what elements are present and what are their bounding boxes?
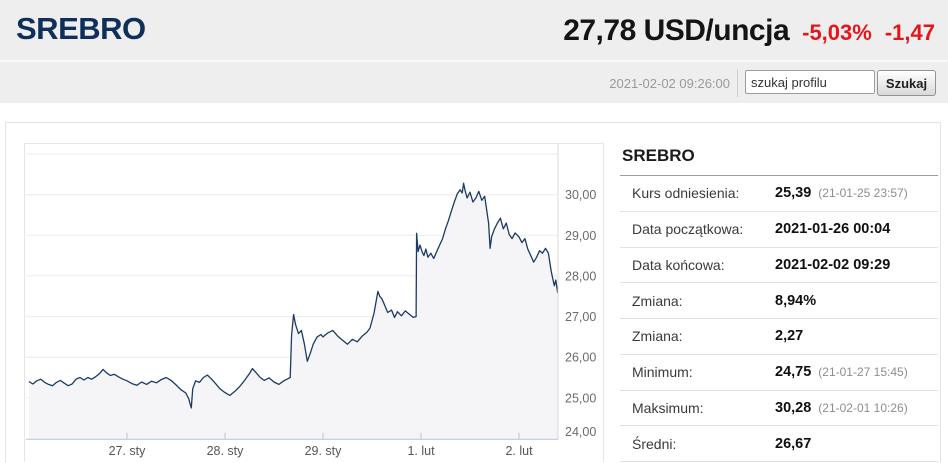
stat-label: Zmiana:: [632, 328, 683, 345]
stat-timestamp: (21-02-01 10:26): [818, 400, 908, 415]
page-header: SREBRO 27,78 USD/uncja -5,03% -1,47 2021…: [0, 0, 948, 103]
search-input[interactable]: [745, 70, 875, 94]
stat-value: 2021-01-26 00:04: [775, 221, 891, 238]
search-button[interactable]: Szukaj: [877, 70, 936, 96]
panel-title: SREBRO: [622, 146, 695, 165]
stat-label: Zmiana:: [632, 292, 683, 309]
x-axis-label: 29. sty: [304, 444, 342, 458]
instrument-stats-panel: SREBRO Kurs odniesienia: 25,39 (21-01-25…: [620, 143, 938, 462]
stat-timestamp: (21-01-25 23:57): [818, 186, 908, 201]
y-axis-label: 26,00: [565, 351, 596, 365]
instrument-title: SREBRO: [16, 11, 146, 46]
table-row: Kurs odniesienia: 25,39 (21-01-25 23:57): [620, 176, 938, 212]
table-row: Data końcowa: 2021-02-02 09:29: [620, 248, 938, 284]
y-axis-label: 27,00: [565, 310, 596, 324]
y-axis-label: 29,00: [565, 229, 596, 243]
stat-label: Data końcowa:: [632, 256, 725, 273]
stat-value: 2021-02-02 09:29: [775, 256, 891, 273]
table-row: Maksimum: 30,28 (21-02-01 10:26): [620, 391, 938, 427]
x-axis-label: 27. sty: [108, 444, 146, 458]
y-axis-label: 24,00: [565, 425, 596, 439]
y-axis-label: 30,00: [565, 188, 596, 202]
quote-block: 27,78 USD/uncja -5,03% -1,47: [563, 14, 935, 48]
table-row: Zmiana: 8,94%: [620, 283, 938, 319]
change-percent: -5,03%: [802, 20, 872, 45]
price-area-fill: [29, 183, 558, 440]
stat-value: 25,39: [775, 185, 812, 202]
current-price: 27,78 USD/uncja: [563, 14, 790, 47]
change-absolute: -1,47: [884, 20, 935, 45]
table-row: Data początkowa: 2021-01-26 00:04: [620, 212, 938, 248]
y-axis-label: 28,00: [565, 269, 596, 283]
stat-timestamp: (21-01-27 15:45): [818, 365, 908, 380]
stat-value: 26,67: [775, 435, 812, 452]
x-axis-labels: 27. sty 28. sty 29. sty 1. lut 2. lut: [25, 444, 605, 462]
price-line: [28, 182, 559, 409]
stat-value: 8,94%: [775, 292, 817, 309]
stat-label: Maksimum:: [632, 399, 704, 416]
stat-value: 24,75: [775, 364, 812, 381]
x-axis-label: 1. lut: [407, 444, 435, 458]
stat-value: 30,28: [775, 399, 812, 416]
price-chart-plot[interactable]: 30,00 29,00 28,00 27,00 26,00 25,00 24,00: [25, 144, 603, 444]
table-row: Minimum: 24,75 (21-01-27 15:45): [620, 355, 938, 391]
panel-title-rule: [620, 175, 938, 176]
x-axis-label: 28. sty: [206, 444, 244, 458]
stat-label: Średni:: [632, 435, 677, 452]
stat-label: Kurs odniesienia:: [632, 185, 740, 202]
stat-label: Minimum:: [632, 364, 693, 381]
header-divider: [0, 60, 948, 62]
table-row: Średni: 26,67: [620, 426, 938, 462]
chart-card: 30,00 29,00 28,00 27,00 26,00 25,00 24,00 27. …: [24, 143, 604, 462]
stat-label: Data początkowa:: [632, 221, 744, 238]
stat-value: 2,27: [775, 328, 804, 345]
quote-timestamp: 2021-02-02 09:26:00: [609, 76, 730, 91]
y-axis-label: 25,00: [565, 391, 596, 405]
vertical-divider: [737, 69, 738, 97]
table-row: Zmiana: 2,27: [620, 319, 938, 355]
x-axis-label: 2. lut: [505, 444, 533, 458]
